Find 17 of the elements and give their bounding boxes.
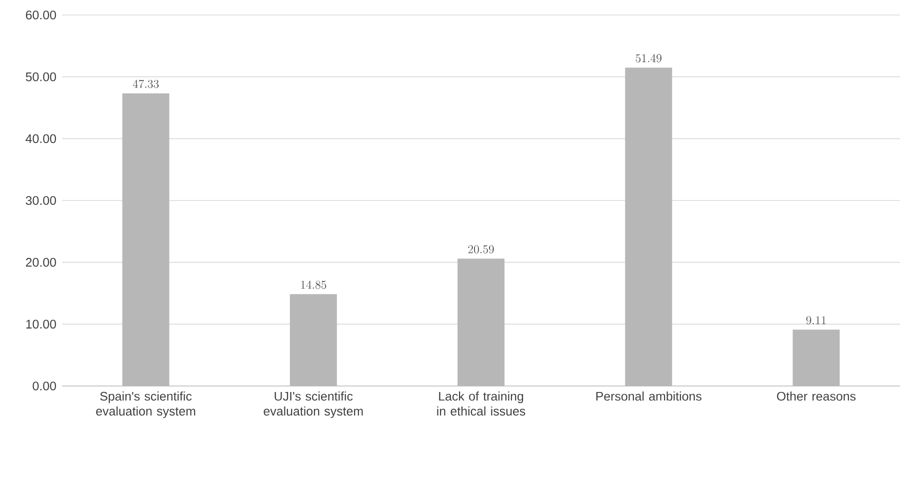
x-tick-label: Spain's scientific evaluation system <box>96 392 196 418</box>
x-tick-label: Lack of training in ethical issues <box>437 392 526 416</box>
y-tick-label: 0.00 <box>32 382 56 390</box>
y-tick-label: 60.00 <box>26 10 56 20</box>
y-tick-label: 50.00 <box>26 72 56 82</box>
data-label: 47.33 <box>132 80 159 88</box>
data-label: 51 .49 <box>636 54 662 62</box>
x-tick-label: Personal ambitions <box>596 392 702 401</box>
y-tick-label: 30.00 <box>26 196 56 205</box>
y-tick-label: 40.00 <box>26 134 56 144</box>
y-tick-label: 10.00 <box>26 320 56 329</box>
data-label: 9. 11 <box>806 316 826 324</box>
x-tick-label: UJI's scientific evaluation system <box>264 392 363 418</box>
data-label: 20.59 <box>468 245 494 254</box>
data-label: 14.85 <box>301 280 326 289</box>
y-tick-label: 20.00 <box>26 258 56 267</box>
x-tick-label: Other reasons <box>777 392 856 401</box>
